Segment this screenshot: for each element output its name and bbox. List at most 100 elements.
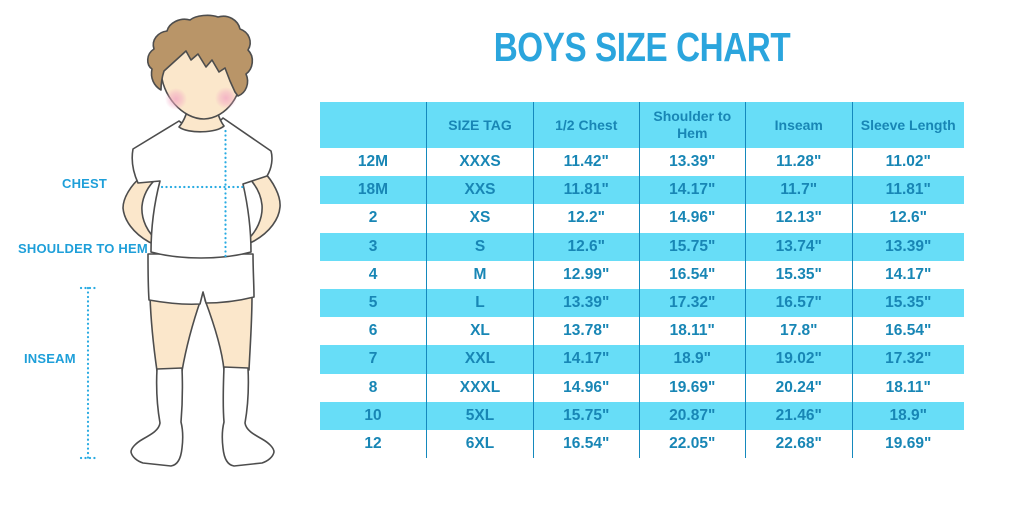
value-cell: 14.96" — [638, 204, 746, 233]
size-cell: 10 — [364, 406, 382, 424]
table-row-5: 5 L 13.39" 17.32" 16.57" 15.35" — [320, 288, 964, 318]
table-row-12: 12 6XL 16.54" 22.05" 22.68" 19.69" — [320, 429, 964, 459]
value-cell: XXL — [426, 345, 534, 374]
value-cell: 12.99" — [533, 260, 639, 289]
size-cell: 18M — [357, 181, 389, 199]
header-cell-1: SIZE TAG — [426, 102, 534, 148]
header-cell-4: Inseam — [745, 102, 852, 148]
value-cell: 11.02" — [851, 148, 964, 177]
value-cell: 16.54" — [851, 317, 964, 346]
boy-head — [146, 14, 254, 120]
value-cell: 12.6" — [851, 204, 964, 233]
value-cell: 22.68" — [745, 429, 852, 459]
size-chart-table: SIZE TAG 1/2 Chest Shoulder to Hem Inseam Sl… — [320, 102, 964, 459]
value-cell: L — [426, 288, 534, 318]
value-cell: 13.39" — [851, 232, 964, 261]
table-row-3: 3 S 12.6" 15.75" 13.74" 13.39" — [320, 232, 964, 261]
header-cell-5: Sleeve Length — [851, 102, 964, 148]
value-cell: 14.96" — [533, 373, 639, 402]
value-cell: 18.9" — [638, 345, 746, 374]
boy-legs — [149, 295, 253, 372]
value-cell: 13.78" — [533, 317, 639, 346]
table-row-7: 7 XXL 14.17" 18.9" 19.02" 17.32" — [320, 345, 964, 374]
measurement-lines — [79, 129, 246, 460]
value-cell: 16.57" — [745, 288, 852, 318]
boy-hair — [146, 14, 254, 97]
size-cell: 6 — [368, 322, 378, 340]
value-cell: XL — [426, 317, 534, 346]
size-chart-table-header: SIZE TAG 1/2 Chest Shoulder to Hem Inseam Sl… — [320, 102, 964, 148]
value-cell: 16.54" — [533, 429, 639, 459]
shoulder-to-hem-label: SHOULDER TO HEM — [18, 241, 148, 256]
value-cell: 19.69" — [638, 373, 746, 402]
size-cell: 3 — [368, 237, 378, 255]
value-cell: 20.24" — [745, 373, 852, 402]
table-row-2: 2 XS 12.2" 14.96" 12.13" 12.6" — [320, 204, 964, 233]
value-cell: 14.17" — [638, 176, 746, 205]
value-cell: 17.32" — [851, 345, 964, 374]
size-cell: 2 — [368, 209, 378, 227]
value-cell: 11.81" — [851, 176, 964, 205]
size-cell: 4 — [368, 265, 378, 283]
boy-right-cheek-blush — [215, 87, 237, 109]
value-cell: 16.54" — [638, 260, 746, 289]
table-row-8: 8 XXXL 14.96" 19.69" 20.24" 18.11" — [320, 373, 964, 402]
header-row: SIZE TAG 1/2 Chest Shoulder to Hem Inseam Sl… — [320, 102, 964, 148]
value-cell: 11.7" — [745, 176, 852, 205]
value-cell: 15.75" — [533, 401, 639, 430]
value-cell: 14.17" — [533, 345, 639, 374]
value-cell: 15.75" — [638, 232, 746, 261]
value-cell: 11.81" — [533, 176, 639, 205]
table-row-18M: 18M XXS 11.81" 14.17" 11.7" 11.81" — [320, 176, 964, 205]
boy-shorts — [147, 253, 255, 306]
value-cell: 11.42" — [533, 148, 639, 177]
value-cell: 12.13" — [745, 204, 852, 233]
boy-left-cheek-blush — [165, 88, 187, 110]
value-cell: 12.2" — [533, 204, 639, 233]
chest-label: CHEST — [62, 176, 108, 191]
size-cell: 7 — [368, 350, 378, 368]
size-cell: 5 — [368, 294, 378, 312]
table-row-4: 4 M 12.99" 16.54" 15.35" 14.17" — [320, 260, 964, 289]
value-cell: 17.32" — [638, 288, 746, 318]
value-cell: 22.05" — [638, 429, 746, 459]
value-cell: 13.39" — [533, 288, 639, 318]
value-cell: 11.28" — [745, 148, 852, 177]
value-cell: 15.35" — [851, 288, 964, 318]
size-cell: 12 — [364, 434, 382, 452]
value-cell: 19.69" — [851, 429, 964, 459]
value-cell: 13.39" — [638, 148, 746, 177]
value-cell: 21.46" — [745, 401, 852, 430]
header-cell-0 — [320, 102, 427, 148]
value-cell: XXS — [426, 176, 534, 205]
table-row-12M: 12M XXXS 11.42" 13.39" 11.28" 11.02" — [320, 148, 964, 177]
page-title: BOYS SIZE CHART — [493, 24, 791, 70]
value-cell: XS — [426, 204, 534, 233]
value-cell: 20.87" — [638, 401, 746, 430]
boy-socks — [130, 366, 275, 467]
value-cell: 5XL — [426, 401, 534, 430]
size-cell: 8 — [368, 378, 378, 396]
header-cell-3: Shoulder to Hem — [638, 102, 746, 148]
size-chart-table-body: 12M XXXS 11.42" 13.39" 11.28" 11.02" 18M XXS 11.… — [320, 148, 964, 459]
boy-measurement-figure: CHEST SHOULDER TO HEM INSEAM — [0, 0, 330, 512]
value-cell: 19.02" — [745, 345, 852, 374]
value-cell: M — [426, 260, 534, 289]
value-cell: 18.11" — [638, 317, 746, 346]
table-row-6: 6 XL 13.78" 18.11" 17.8" 16.54" — [320, 317, 964, 346]
table-row-10: 10 5XL 15.75" 20.87" 21.46" 18.9" — [320, 401, 964, 430]
value-cell: 6XL — [426, 429, 534, 459]
value-cell: 17.8" — [745, 317, 852, 346]
size-cell: 12M — [357, 153, 389, 171]
value-cell: 13.74" — [745, 232, 852, 261]
inseam-label: INSEAM — [24, 351, 76, 366]
value-cell: XXXL — [426, 373, 534, 402]
value-cell: XXXS — [426, 148, 534, 177]
header-cell-2: 1/2 Chest — [533, 102, 639, 148]
value-cell: 14.17" — [851, 260, 964, 289]
value-cell: 12.6" — [533, 232, 639, 261]
value-cell: 18.9" — [851, 401, 964, 430]
value-cell: 15.35" — [745, 260, 852, 289]
boy-illustration — [79, 14, 281, 467]
